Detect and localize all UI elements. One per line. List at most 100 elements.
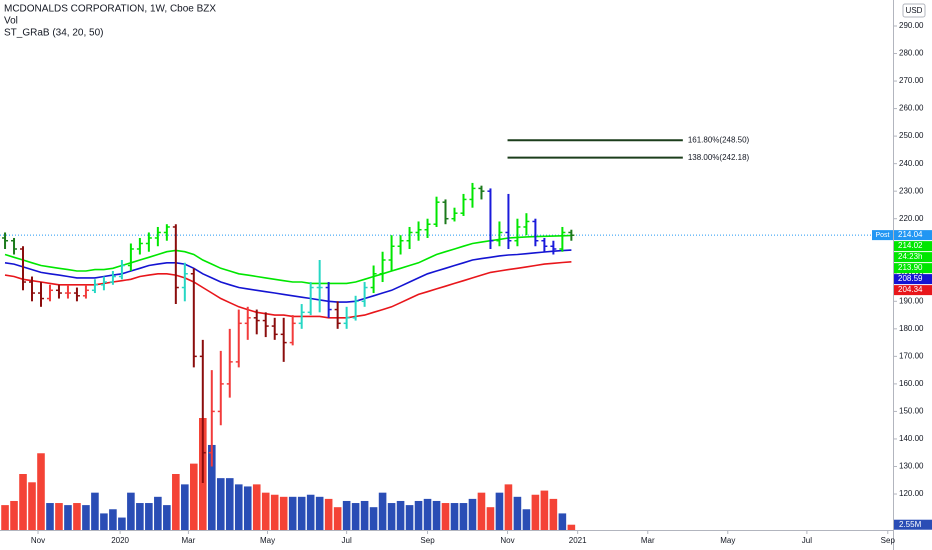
- volume-bar: [450, 503, 459, 530]
- x-tick-label: Nov: [31, 536, 45, 545]
- volume-bar: [252, 484, 261, 530]
- volume-bar: [190, 463, 198, 530]
- volume-bar: [127, 492, 135, 530]
- ohlc-bar: [11, 237, 18, 255]
- ohlc-bar: [559, 226, 566, 252]
- volume-bar: [163, 505, 171, 530]
- axis-price-label: 204.34: [898, 285, 923, 294]
- ohlc-bar: [235, 309, 242, 368]
- volume-bar: [279, 496, 288, 530]
- axis-price-label-bg: [894, 230, 932, 241]
- ohlc-bar: [244, 306, 251, 340]
- ohlc-bar: [307, 282, 314, 316]
- ohlc-bar: [298, 304, 305, 329]
- volume-bar: [64, 505, 72, 530]
- volume-bar: [531, 494, 540, 530]
- volume-axis-label-bg: [894, 519, 932, 530]
- ohlc-bar: [127, 243, 134, 272]
- y-tick-label: 170.00: [899, 351, 924, 360]
- axis-price-label-bg: [894, 274, 932, 285]
- volume-bar: [225, 478, 234, 530]
- ohlc-bar: [334, 301, 341, 329]
- ohlc-bar: [532, 218, 539, 247]
- y-tick-label: 250.00: [899, 131, 924, 140]
- band-line: [4, 234, 572, 285]
- currency-box[interactable]: [902, 3, 926, 18]
- post-tag-bg: [872, 230, 893, 241]
- currency[interactable]: USD: [906, 6, 923, 15]
- ohlc-bar: [460, 193, 467, 216]
- ohlc-bar: [352, 295, 359, 321]
- x-tick-label: Sep: [420, 536, 435, 545]
- volume-bar: [495, 492, 504, 530]
- x-tick-label: Mar: [641, 536, 655, 545]
- axis-price-label-bg: [894, 263, 932, 274]
- volume-bar: [306, 494, 315, 530]
- ohlc-bar: [316, 260, 323, 313]
- x-tick-label: Jul: [342, 536, 352, 545]
- y-tick-label: 160.00: [899, 379, 924, 388]
- y-tick-label: 290.00: [899, 21, 924, 30]
- y-tick-label: 280.00: [899, 49, 924, 58]
- axis-price-label: 208.59: [898, 274, 923, 283]
- y-tick-label: 270.00: [899, 76, 924, 85]
- ohlc-bar: [343, 306, 350, 329]
- ohlc-bar: [496, 221, 503, 247]
- axis-price-label: 214.04: [898, 230, 923, 239]
- y-tick-label: 150.00: [899, 407, 924, 416]
- fib-label: 161.80%(248.50): [688, 135, 750, 144]
- chart-title: MCDONALDS CORPORATION, 1W, Cboe BZX: [4, 4, 216, 15]
- fib-label: 138.00%(242.18): [688, 153, 750, 162]
- volume-bar: [333, 507, 342, 530]
- ohlc-bar: [154, 226, 161, 247]
- axis-price-label: 213.90: [898, 263, 923, 272]
- volume-bar: [28, 482, 36, 530]
- volume-bar: [414, 500, 423, 530]
- y-tick-label: 130.00: [899, 462, 924, 471]
- ohlc-bar: [2, 232, 9, 249]
- volume-bar: [73, 503, 81, 530]
- ohlc-bar: [370, 265, 377, 294]
- ohlc-bar: [199, 339, 206, 484]
- y-tick-label: 120.00: [899, 489, 924, 498]
- volume-bar: [154, 496, 162, 530]
- x-tick-label: 2021: [569, 536, 587, 545]
- volume-bar: [378, 492, 387, 530]
- ohlc-bar: [280, 317, 287, 362]
- ohlc-bar: [388, 235, 395, 272]
- ohlc-bar: [145, 232, 152, 252]
- volume-bar: [297, 496, 306, 530]
- volume-bar: [558, 513, 567, 530]
- ohlc-bar: [163, 224, 170, 241]
- x-tick-label: Sep: [881, 536, 896, 545]
- volume-bar: [109, 509, 117, 530]
- volume-bar: [55, 503, 63, 530]
- ohlc-bar: [208, 370, 215, 467]
- y-tick-label: 200.00: [899, 269, 924, 278]
- y-tick-label: 230.00: [899, 186, 924, 195]
- band-line: [4, 249, 572, 303]
- ohlc-bar: [406, 226, 413, 249]
- volume-bar: [270, 494, 279, 530]
- ohlc-bar: [64, 284, 71, 299]
- ohlc-bar: [568, 229, 575, 241]
- ohlc-bar: [29, 276, 36, 302]
- ohlc-bar: [82, 284, 89, 299]
- y-tick-label: 240.00: [899, 159, 924, 168]
- volume-bar: [243, 486, 252, 530]
- ohlc-bar: [487, 188, 494, 249]
- ohlc-bar: [91, 279, 98, 294]
- volume-bar: [522, 509, 531, 530]
- volume-bar: [181, 484, 189, 530]
- x-tick-label: Mar: [182, 536, 196, 545]
- ohlc-bar: [109, 271, 116, 285]
- ohlc-bar: [379, 251, 386, 283]
- ohlc-bar: [550, 240, 557, 255]
- ohlc-bar: [46, 284, 53, 302]
- axis-price-label: 214.02: [898, 241, 923, 250]
- volume-bar: [351, 503, 360, 530]
- volume-bar: [261, 492, 270, 530]
- y-tick-label: 140.00: [899, 434, 924, 443]
